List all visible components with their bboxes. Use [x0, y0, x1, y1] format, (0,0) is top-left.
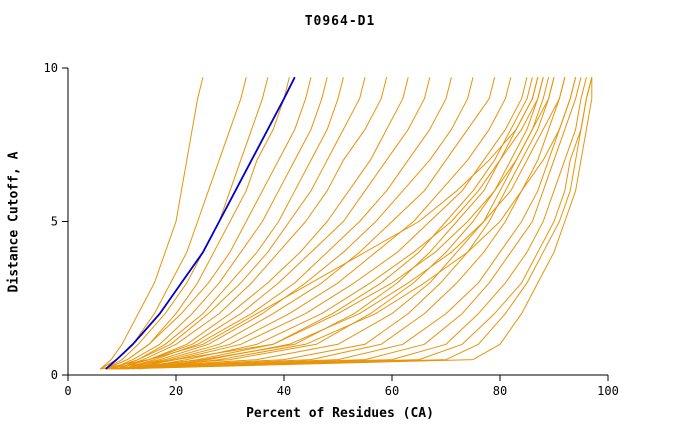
model-curve: [111, 77, 344, 370]
model-curve: [121, 77, 452, 370]
model-curve: [111, 77, 577, 370]
x-tick-label: 100: [597, 384, 619, 398]
model-curve: [116, 77, 388, 370]
model-curve: [127, 77, 512, 370]
model-curve: [111, 77, 328, 370]
model-curve: [116, 77, 431, 370]
model-curve: [100, 77, 539, 370]
x-axis-label: Percent of Residues (CA): [246, 406, 434, 421]
model-curve: [121, 77, 496, 370]
model-curve: [121, 77, 593, 370]
y-tick-label: 0: [51, 368, 58, 382]
model-curve: [121, 77, 474, 370]
highlighted-model-curve: [105, 76, 296, 370]
x-tick-label: 0: [64, 384, 71, 398]
model-curve: [116, 77, 409, 370]
x-tick-label: 20: [169, 384, 183, 398]
model-curve: [138, 77, 566, 370]
model-curve: [116, 77, 593, 370]
model-curve: [105, 77, 312, 370]
model-curve: [111, 77, 366, 370]
model-curve: [127, 77, 528, 370]
y-tick-label: 10: [44, 61, 58, 75]
model-curve: [111, 77, 587, 370]
model-curve: [105, 77, 544, 370]
model-curve: [105, 77, 555, 370]
model-curve: [100, 77, 247, 370]
model-curve: [100, 77, 204, 370]
model-curve: [111, 77, 582, 370]
model-curve: [105, 77, 566, 370]
x-tick-label: 60: [385, 384, 399, 398]
x-tick-label: 40: [277, 384, 291, 398]
plot-title: T0964-D1: [304, 14, 376, 29]
model-curve: [132, 77, 555, 370]
x-tick-label: 80: [493, 384, 507, 398]
model-curve: [105, 77, 269, 370]
model-curve: [105, 77, 550, 370]
model-curve: [100, 77, 533, 370]
y-tick-label: 5: [51, 215, 58, 229]
